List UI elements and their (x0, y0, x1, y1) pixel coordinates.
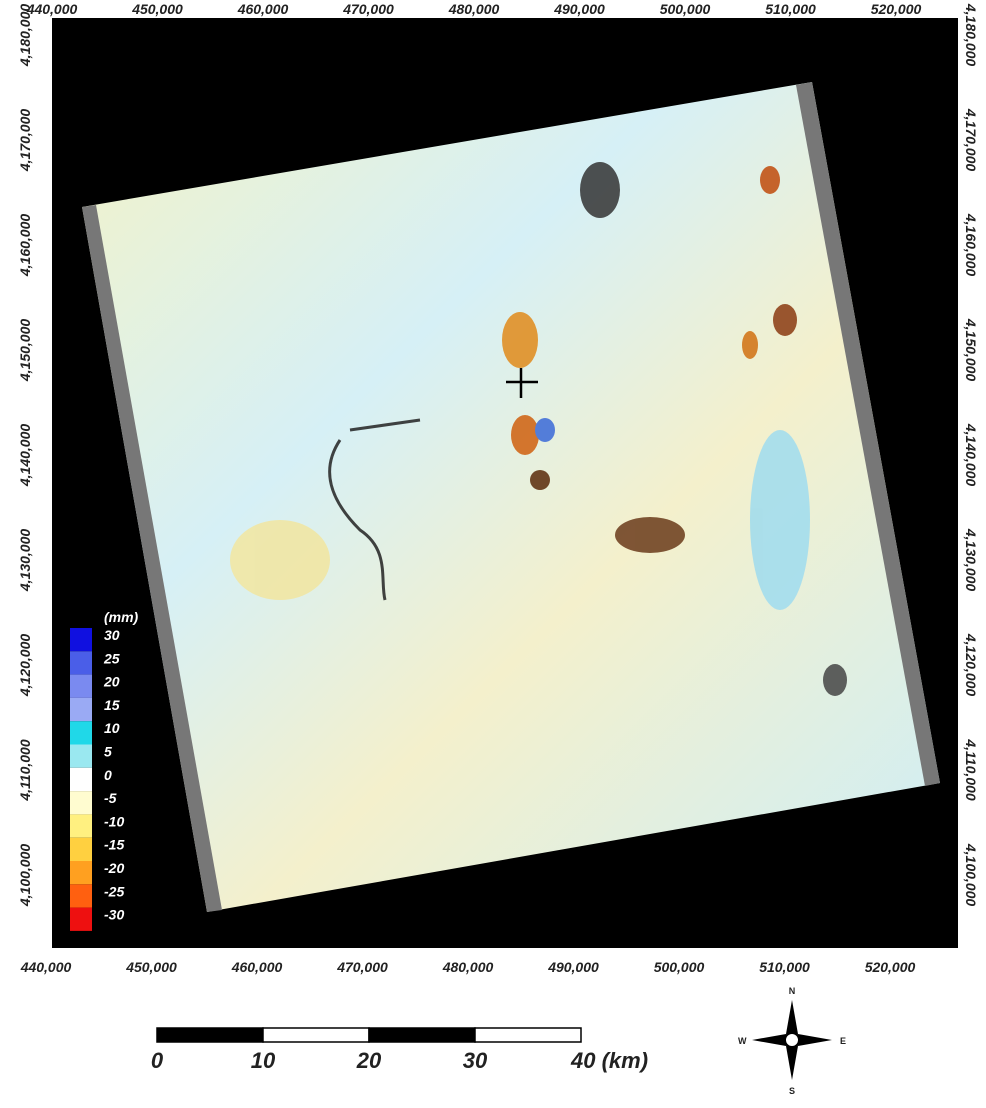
compass: N S E W (738, 986, 846, 1096)
y-label-right: 4,170,000 (963, 108, 979, 171)
compass-s: S (789, 1086, 795, 1096)
legend-swatch (70, 908, 92, 931)
x-label-top: 510,000 (765, 1, 816, 17)
y-label-right: 4,150,000 (963, 318, 979, 381)
legend-swatch (70, 814, 92, 837)
compass-e: E (840, 1036, 846, 1046)
y-label-left: 4,150,000 (17, 319, 33, 382)
legend-swatch (70, 698, 92, 721)
x-label-top: 490,000 (553, 1, 605, 17)
scale-segment (157, 1028, 263, 1042)
legend-swatch (70, 884, 92, 907)
y-label-right: 4,120,000 (963, 633, 979, 696)
y-label-left: 4,170,000 (17, 109, 33, 172)
x-label-bottom: 440,000 (20, 959, 72, 975)
y-label-left: 4,160,000 (17, 214, 33, 277)
compass-w: W (738, 1036, 747, 1046)
map-figure: (mm) 30 25 20 15 10 5 0 -5 -10 -15 -20 -25 -30 0 10 20… (0, 0, 986, 1103)
legend-label: -25 (104, 883, 124, 899)
x-label-bottom: 520,000 (865, 959, 916, 975)
x-label-top: 450,000 (131, 1, 183, 17)
legend-swatch (70, 628, 92, 651)
legend-label: 10 (104, 720, 120, 736)
legend-label: 5 (104, 744, 112, 760)
x-label-bottom: 450,000 (125, 959, 177, 975)
scale-label: 40 (km) (570, 1048, 648, 1073)
scale-label: 0 (151, 1048, 164, 1073)
scale-label: 20 (356, 1048, 382, 1073)
legend-swatch (70, 745, 92, 768)
legend-swatch (70, 721, 92, 744)
x-label-bottom: 470,000 (336, 959, 388, 975)
y-label-right: 4,130,000 (963, 528, 979, 591)
y-label-left: 4,100,000 (17, 844, 33, 907)
scale-segment (369, 1028, 475, 1042)
y-label-left: 4,180,000 (17, 4, 33, 67)
y-label-left: 4,140,000 (17, 424, 33, 487)
y-label-left: 4,120,000 (17, 634, 33, 697)
scale-label: 30 (463, 1048, 488, 1073)
legend-label: -15 (104, 837, 124, 853)
legend-swatch (70, 838, 92, 861)
legend-unit: (mm) (104, 609, 139, 625)
legend-label: -5 (104, 790, 117, 806)
y-label-right: 4,180,000 (963, 3, 979, 66)
y-label-right: 4,100,000 (963, 843, 979, 906)
legend-swatch (70, 861, 92, 884)
x-label-top: 460,000 (237, 1, 289, 17)
x-label-bottom: 500,000 (654, 959, 705, 975)
y-label-left: 4,110,000 (17, 739, 33, 801)
x-label-bottom: 480,000 (442, 959, 494, 975)
x-label-bottom: 460,000 (231, 959, 283, 975)
legend-label: -30 (104, 907, 124, 923)
legend-label: 15 (104, 697, 120, 713)
x-label-top: 520,000 (871, 1, 922, 17)
legend-label: 20 (103, 674, 120, 690)
legend-label: 0 (104, 767, 112, 783)
x-label-top: 440,000 (26, 1, 78, 17)
x-label-top: 500,000 (660, 1, 711, 17)
compass-n: N (789, 986, 796, 996)
y-label-left: 4,130,000 (17, 529, 33, 592)
legend-swatch (70, 791, 92, 814)
legend-label: 30 (104, 627, 120, 643)
legend-swatch (70, 675, 92, 698)
x-label-bottom: 510,000 (759, 959, 810, 975)
legend-label: -10 (104, 813, 124, 829)
legend-swatch (70, 768, 92, 791)
scale-label: 10 (251, 1048, 276, 1073)
scale-bar: 0 10 20 30 40 (km) (151, 1028, 648, 1073)
scale-segment (263, 1028, 369, 1042)
x-label-bottom: 490,000 (547, 959, 599, 975)
legend-swatch (70, 651, 92, 674)
legend-label: -20 (104, 860, 124, 876)
legend-label: 25 (103, 650, 120, 666)
y-label-right: 4,140,000 (963, 423, 979, 486)
x-label-top: 470,000 (342, 1, 394, 17)
scale-segment (475, 1028, 581, 1042)
swath (82, 82, 940, 912)
x-label-top: 480,000 (448, 1, 500, 17)
y-label-right: 4,160,000 (963, 213, 979, 276)
y-label-right: 4,110,000 (963, 738, 979, 800)
